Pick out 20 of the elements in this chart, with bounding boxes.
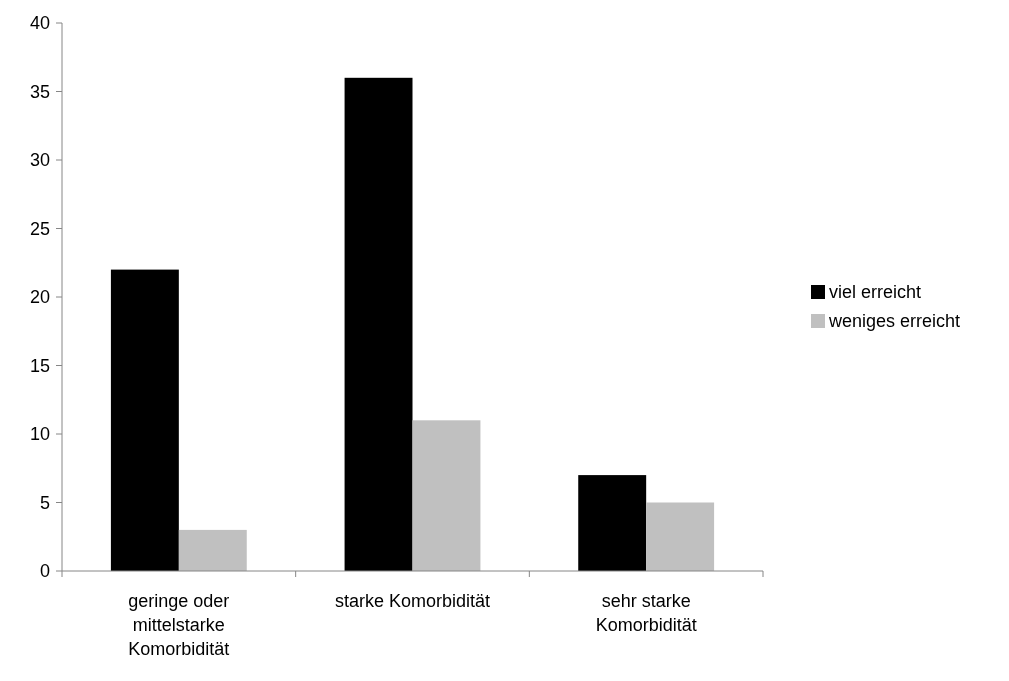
x-tick-label: starke Komorbidität bbox=[334, 591, 491, 611]
x-tick-label: geringe oder mittelstarke Komorbidität bbox=[128, 591, 230, 659]
bar bbox=[178, 529, 247, 571]
y-tick-label: 40 bbox=[29, 13, 50, 34]
x-tick-label: sehr starke Komorbidität bbox=[595, 591, 697, 635]
bar bbox=[412, 420, 481, 571]
y-tick-label: 30 bbox=[29, 150, 50, 171]
y-tick-label: 5 bbox=[39, 492, 50, 513]
legend-label: weniges erreicht bbox=[828, 311, 961, 332]
y-tick-label: 10 bbox=[29, 424, 50, 445]
bar bbox=[578, 475, 647, 571]
bar bbox=[344, 77, 413, 571]
bar bbox=[110, 269, 179, 571]
y-tick-label: 20 bbox=[29, 287, 50, 308]
bar bbox=[646, 502, 715, 571]
legend-label: viel erreicht bbox=[829, 282, 922, 303]
y-tick-label: 15 bbox=[29, 355, 50, 376]
y-tick-label: 0 bbox=[39, 561, 50, 582]
y-tick-label: 25 bbox=[29, 218, 50, 239]
y-tick-label: 35 bbox=[29, 81, 50, 102]
